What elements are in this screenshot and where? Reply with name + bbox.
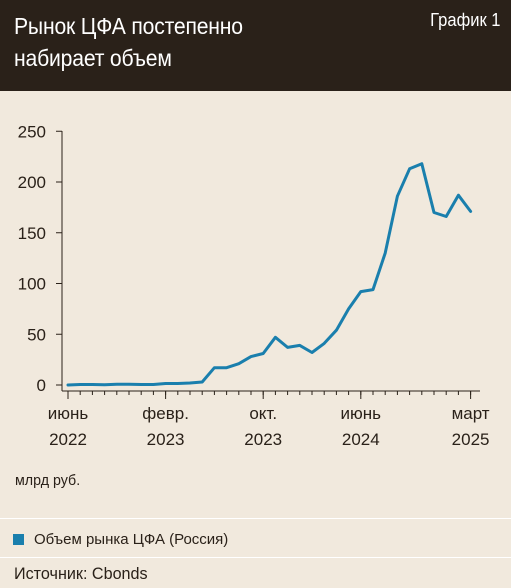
y-tick-label: 250	[18, 122, 46, 141]
x-tick-label-month: окт.	[249, 404, 277, 423]
data-point	[469, 210, 472, 213]
data-point	[310, 351, 314, 354]
data-point	[140, 383, 143, 386]
y-axis: 0 50 100 150 200 250	[18, 122, 63, 395]
data-point	[359, 290, 362, 293]
divider-bottom	[0, 557, 511, 558]
data-point	[188, 381, 192, 385]
data-point	[298, 344, 301, 347]
data-point	[408, 167, 411, 171]
y-tick-label: 50	[27, 325, 46, 344]
data-point	[274, 336, 277, 339]
data-point	[201, 380, 204, 384]
data-point	[457, 193, 460, 197]
data-point	[335, 328, 338, 332]
chart-header: Рынок ЦФА постепенно набирает объем Граф…	[0, 0, 511, 91]
y-tick-label: 150	[18, 224, 46, 243]
data-point	[225, 366, 228, 369]
data-point	[103, 383, 106, 386]
data-point	[249, 355, 253, 358]
data-point	[91, 383, 94, 386]
data-point	[420, 162, 423, 165]
data-point	[347, 307, 350, 311]
data-point	[127, 382, 131, 386]
data-point	[66, 383, 70, 387]
divider-top	[0, 518, 511, 519]
figure-label: График 1	[430, 10, 501, 30]
x-axis: июнь 2022 февр. 2023 окт. 2023 июнь 2024 март 202…	[48, 390, 490, 449]
x-tick-label-month: март	[452, 404, 490, 423]
source-note: Источник: Cbonds	[14, 564, 148, 583]
legend-swatch	[13, 533, 24, 545]
x-tick-label-year: 2024	[342, 430, 380, 449]
chart-title: Рынок ЦФА постепенно набирает объем	[14, 13, 243, 71]
series-group	[66, 162, 473, 387]
data-point	[164, 382, 167, 385]
x-tick-label-year: 2025	[452, 430, 490, 449]
x-tick-label-year: 2023	[147, 430, 185, 449]
legend-label: Объем рынка ЦФА (Россия)	[34, 530, 229, 548]
data-point	[213, 366, 216, 369]
data-point	[371, 288, 375, 291]
line-chart: 0 50 100 150 200 250 июнь 2022 февр. 2023 окт. 202…	[18, 122, 490, 449]
unit-label: млрд руб.	[15, 472, 81, 489]
data-point	[115, 382, 119, 386]
data-point	[445, 215, 448, 218]
data-point	[286, 346, 289, 349]
legend: Объем рынка ЦФА (Россия)	[13, 530, 228, 548]
x-tick-label-month: июнь	[341, 404, 382, 423]
y-tick-label: 100	[18, 275, 46, 294]
data-point	[237, 362, 240, 365]
data-point	[384, 251, 387, 255]
data-point	[432, 211, 436, 214]
data-point	[176, 382, 179, 385]
series-line	[66, 162, 473, 387]
data-point	[152, 383, 155, 386]
y-tick-label: 200	[18, 173, 46, 192]
data-point	[323, 342, 326, 345]
y-tick-label: 0	[37, 376, 46, 395]
x-tick-label-year: 2022	[49, 430, 87, 449]
data-point	[262, 352, 265, 355]
x-tick-label-month: июнь	[48, 404, 89, 423]
data-point	[79, 383, 82, 386]
x-tick-label-year: 2023	[244, 430, 282, 449]
data-point	[396, 195, 399, 198]
x-tick-label-month: февр.	[142, 404, 189, 423]
